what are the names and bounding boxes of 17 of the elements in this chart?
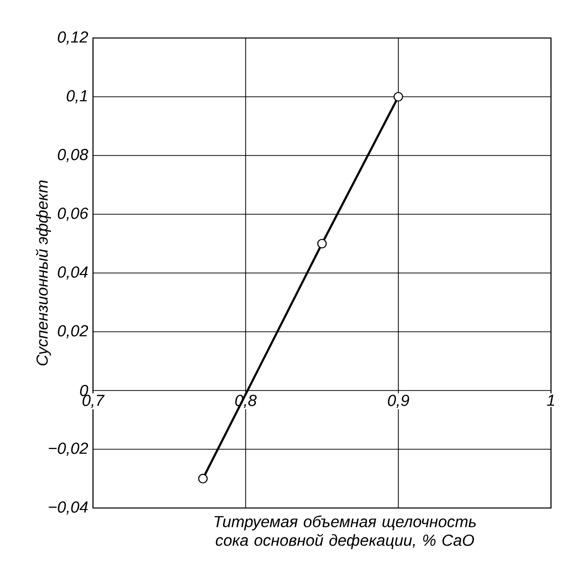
y-tick-label: 0	[80, 384, 88, 396]
y-axis-title: Суспензионный эффект	[36, 180, 51, 366]
x-tick-label: 0,9	[388, 394, 410, 408]
x-axis-title: Титруемая объемная щелочность сока основной дефекации, % CaO	[214, 515, 476, 550]
y-tick-label: 0,06	[58, 208, 88, 221]
y-tick-label: −0,02	[48, 442, 88, 456]
y-tick-label: 0,1	[66, 90, 87, 104]
point	[394, 92, 404, 102]
y-tick-label: 0,02	[58, 325, 88, 338]
x-tick-label: 0,7	[82, 394, 105, 408]
point	[317, 238, 327, 248]
y-tick-label: 0,08	[58, 148, 88, 162]
y-tick-label: −0,04	[48, 501, 88, 515]
x-tick-label: 1	[546, 394, 554, 406]
point	[198, 474, 208, 484]
y-tick-label: 0,12	[58, 31, 88, 45]
y-tick-label: 0,04	[58, 266, 88, 280]
